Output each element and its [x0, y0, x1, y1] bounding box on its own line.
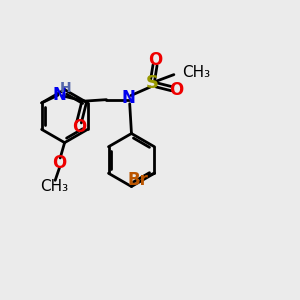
Text: N: N [52, 85, 66, 103]
Text: O: O [72, 118, 86, 136]
Text: S: S [146, 74, 159, 92]
Text: O: O [148, 52, 162, 70]
Text: CH₃: CH₃ [40, 179, 68, 194]
Text: N: N [122, 89, 136, 107]
Text: O: O [52, 154, 67, 172]
Text: O: O [169, 81, 184, 99]
Text: H: H [60, 81, 72, 95]
Text: CH₃: CH₃ [182, 65, 210, 80]
Text: Br: Br [128, 171, 149, 189]
